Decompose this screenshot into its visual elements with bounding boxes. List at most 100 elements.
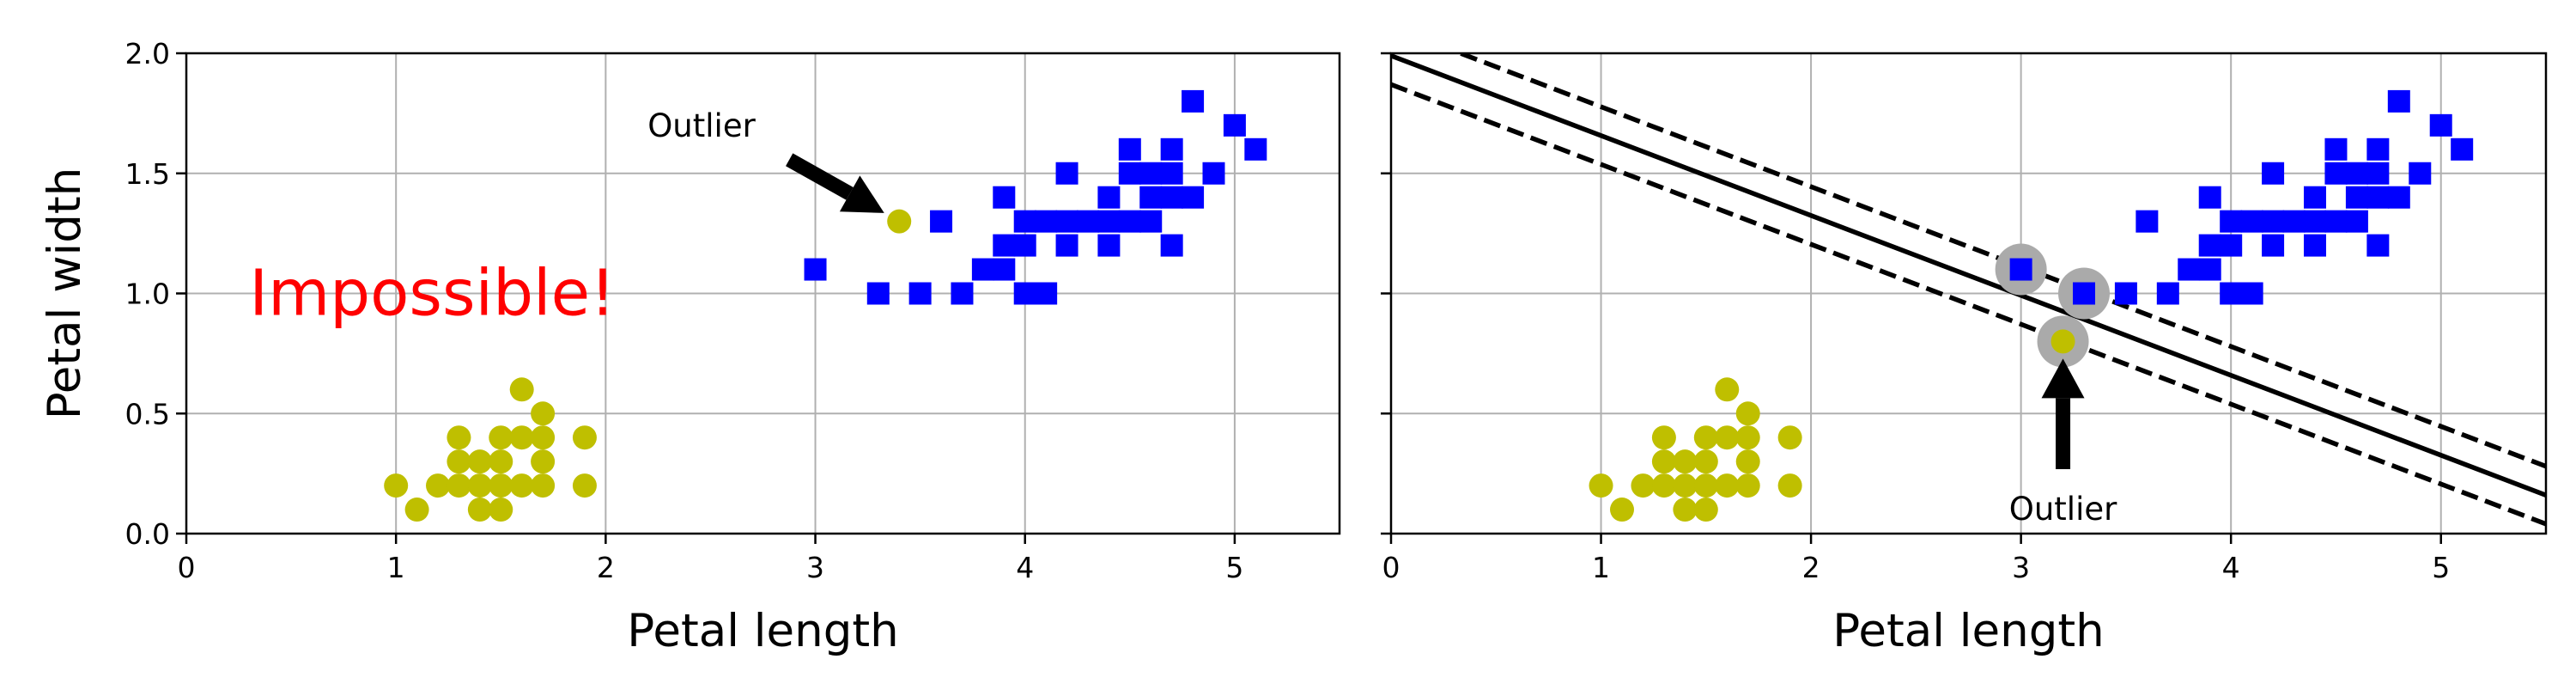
right-circle-point-8	[1673, 449, 1698, 474]
left-square-point-6	[993, 258, 1016, 281]
right-square-point-35	[2451, 137, 2474, 161]
left-circle-point-17	[531, 449, 556, 474]
left-square-point-29	[1160, 162, 1183, 185]
left-square-point-17	[1076, 210, 1099, 233]
right-circle-point-20	[1777, 473, 1802, 498]
right-square-point-10	[2220, 234, 2243, 257]
right-square-point-29	[2366, 162, 2390, 185]
left-square-point-33	[1202, 162, 1225, 185]
right-circle-point-16	[1735, 473, 1760, 498]
left-y-axis-title: Petal width	[39, 168, 91, 420]
left-marks	[384, 89, 1267, 522]
left-square-point-0	[804, 258, 827, 281]
left-y-tick-label-1: 0.5	[125, 397, 170, 430]
right-square-point-3	[2136, 210, 2159, 233]
right-square-point-7	[2198, 234, 2221, 257]
right-x-tick-label-0: 0	[1382, 551, 1400, 584]
right-square-point-18	[2304, 234, 2326, 257]
right-square-point-14	[2262, 234, 2285, 257]
right-square-point-28	[2366, 186, 2390, 209]
left-circle-point-2	[426, 473, 451, 498]
left-square-point-35	[1244, 137, 1267, 161]
left-circle-point-0	[384, 473, 409, 498]
right-circle-point-9	[1693, 498, 1718, 522]
left-square-point-11	[1013, 210, 1036, 233]
right-circle-point-0	[1589, 473, 1613, 498]
right-circle-point-11	[1693, 449, 1718, 474]
right-arrow	[2041, 358, 2085, 470]
left-square-point-26	[1139, 162, 1163, 185]
right-chart-panel: 0 1 2 3 4 5 Outlier Petal length	[1381, 52, 2548, 657]
right-circle-point-10	[1693, 473, 1718, 498]
right-x-tick-label-4: 4	[2222, 551, 2240, 584]
impossible-annotation: Impossible!	[249, 257, 616, 331]
left-y-tick-label-0: 0.0	[125, 517, 170, 551]
left-x-tick-label-1: 1	[387, 551, 405, 584]
left-circle-point-22	[887, 209, 912, 234]
left-square-point-15	[1055, 210, 1078, 233]
right-circle-point-6	[1673, 498, 1698, 522]
left-circle-point-16	[531, 473, 556, 498]
left-circle-point-9	[489, 498, 513, 522]
right-circle-point-2	[1631, 473, 1656, 498]
right-square-point-32	[2387, 89, 2410, 113]
right-circle-point-22	[2050, 329, 2075, 354]
right-circle-point-5	[1651, 425, 1676, 450]
left-square-point-16	[1055, 162, 1078, 185]
left-circle-point-14	[509, 425, 534, 450]
right-square-point-16	[2262, 162, 2285, 185]
right-square-point-24	[2345, 210, 2368, 233]
right-circle-point-17	[1735, 449, 1760, 474]
left-square-point-8	[993, 186, 1016, 209]
left-square-point-2	[908, 282, 932, 305]
right-square-point-33	[2409, 162, 2432, 185]
right-circle-point-4	[1651, 449, 1676, 474]
right-x-tick-label-1: 1	[1592, 551, 1610, 584]
right-x-tick-label-3: 3	[2012, 551, 2030, 584]
right-square-point-27	[2366, 234, 2390, 257]
right-square-point-21	[2324, 210, 2348, 233]
right-circle-point-13	[1715, 473, 1740, 498]
left-circle-point-11	[489, 449, 513, 474]
left-square-point-27	[1160, 234, 1183, 257]
left-square-point-28	[1160, 186, 1183, 209]
left-square-point-21	[1118, 210, 1141, 233]
left-square-point-4	[951, 282, 974, 305]
right-square-point-23	[2324, 137, 2348, 161]
left-square-point-10	[1013, 234, 1036, 257]
right-square-point-19	[2304, 210, 2326, 233]
right-square-point-8	[2198, 186, 2221, 209]
left-square-point-30	[1160, 137, 1183, 161]
right-square-point-13	[2240, 210, 2263, 233]
right-circle-point-19	[1735, 401, 1760, 426]
right-boundary-line-solid-0	[1391, 53, 2546, 498]
right-arrow-head	[2041, 358, 2085, 399]
left-square-point-34	[1223, 113, 1246, 137]
left-circle-point-6	[467, 498, 492, 522]
right-square-point-2	[2114, 282, 2137, 305]
right-square-point-11	[2220, 210, 2243, 233]
right-boundary-line-dashed-1	[1454, 53, 2546, 469]
left-square-point-7	[993, 234, 1016, 257]
right-circle-point-21	[1777, 425, 1802, 450]
left-circle-point-10	[489, 473, 513, 498]
left-circle-point-8	[467, 449, 492, 474]
left-circle-point-20	[572, 473, 597, 498]
left-square-point-9	[1013, 282, 1036, 305]
right-circle-point-12	[1693, 425, 1718, 450]
left-circle-point-5	[447, 425, 471, 450]
right-square-point-31	[2387, 186, 2410, 209]
left-circle-point-21	[572, 425, 597, 450]
left-square-point-22	[1118, 162, 1141, 185]
left-circle-point-15	[509, 377, 534, 402]
right-circle-point-3	[1651, 473, 1676, 498]
right-square-point-26	[2345, 162, 2368, 185]
right-outlier-annotation: Outlier	[2009, 491, 2117, 528]
right-circle-point-18	[1735, 425, 1760, 450]
right-grid	[1390, 52, 2546, 534]
right-square-point-30	[2366, 137, 2390, 161]
left-arrow-shaft	[786, 153, 854, 200]
left-circle-point-18	[531, 425, 556, 450]
left-circle-point-12	[489, 425, 513, 450]
